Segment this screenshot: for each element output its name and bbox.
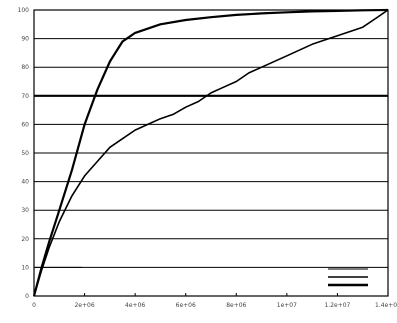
grid-lines <box>34 38 388 268</box>
y-tick-label: 70 <box>21 93 29 100</box>
x-tick-label: 6e+06 <box>176 302 196 309</box>
y-tick-label: 10 <box>21 264 29 271</box>
y-tick-label: 100 <box>18 7 30 14</box>
y-tick-label: 90 <box>21 36 29 43</box>
y-tick-label: 20 <box>21 236 29 243</box>
y-tick-label: 40 <box>21 179 29 186</box>
x-tick-label: 8e+06 <box>226 302 246 309</box>
y-axis-ticks: 0 10 20 30 40 50 60 70 80 90 100 <box>18 7 30 300</box>
legend <box>328 268 368 287</box>
x-tick-label: 4e+06 <box>125 302 145 309</box>
series-line <box>33 9 389 297</box>
x-tick-label: 1e+07 <box>277 302 297 309</box>
y-tick-label: 30 <box>21 207 29 214</box>
y-tick-label: 50 <box>21 150 29 157</box>
x-tick-label: 1.2e+07 <box>324 302 350 309</box>
series-lines <box>32 8 389 297</box>
y-tick-label: 60 <box>21 121 29 128</box>
plot-frame <box>33 9 389 297</box>
x-tick-label: 0 <box>32 302 36 309</box>
series-line <box>32 8 389 297</box>
x-tick-label: 1.4e+07 <box>375 302 397 309</box>
x-tick-label: 2e+06 <box>74 302 94 309</box>
y-tick-label: 0 <box>25 293 29 300</box>
y-tick-label: 80 <box>21 64 29 71</box>
